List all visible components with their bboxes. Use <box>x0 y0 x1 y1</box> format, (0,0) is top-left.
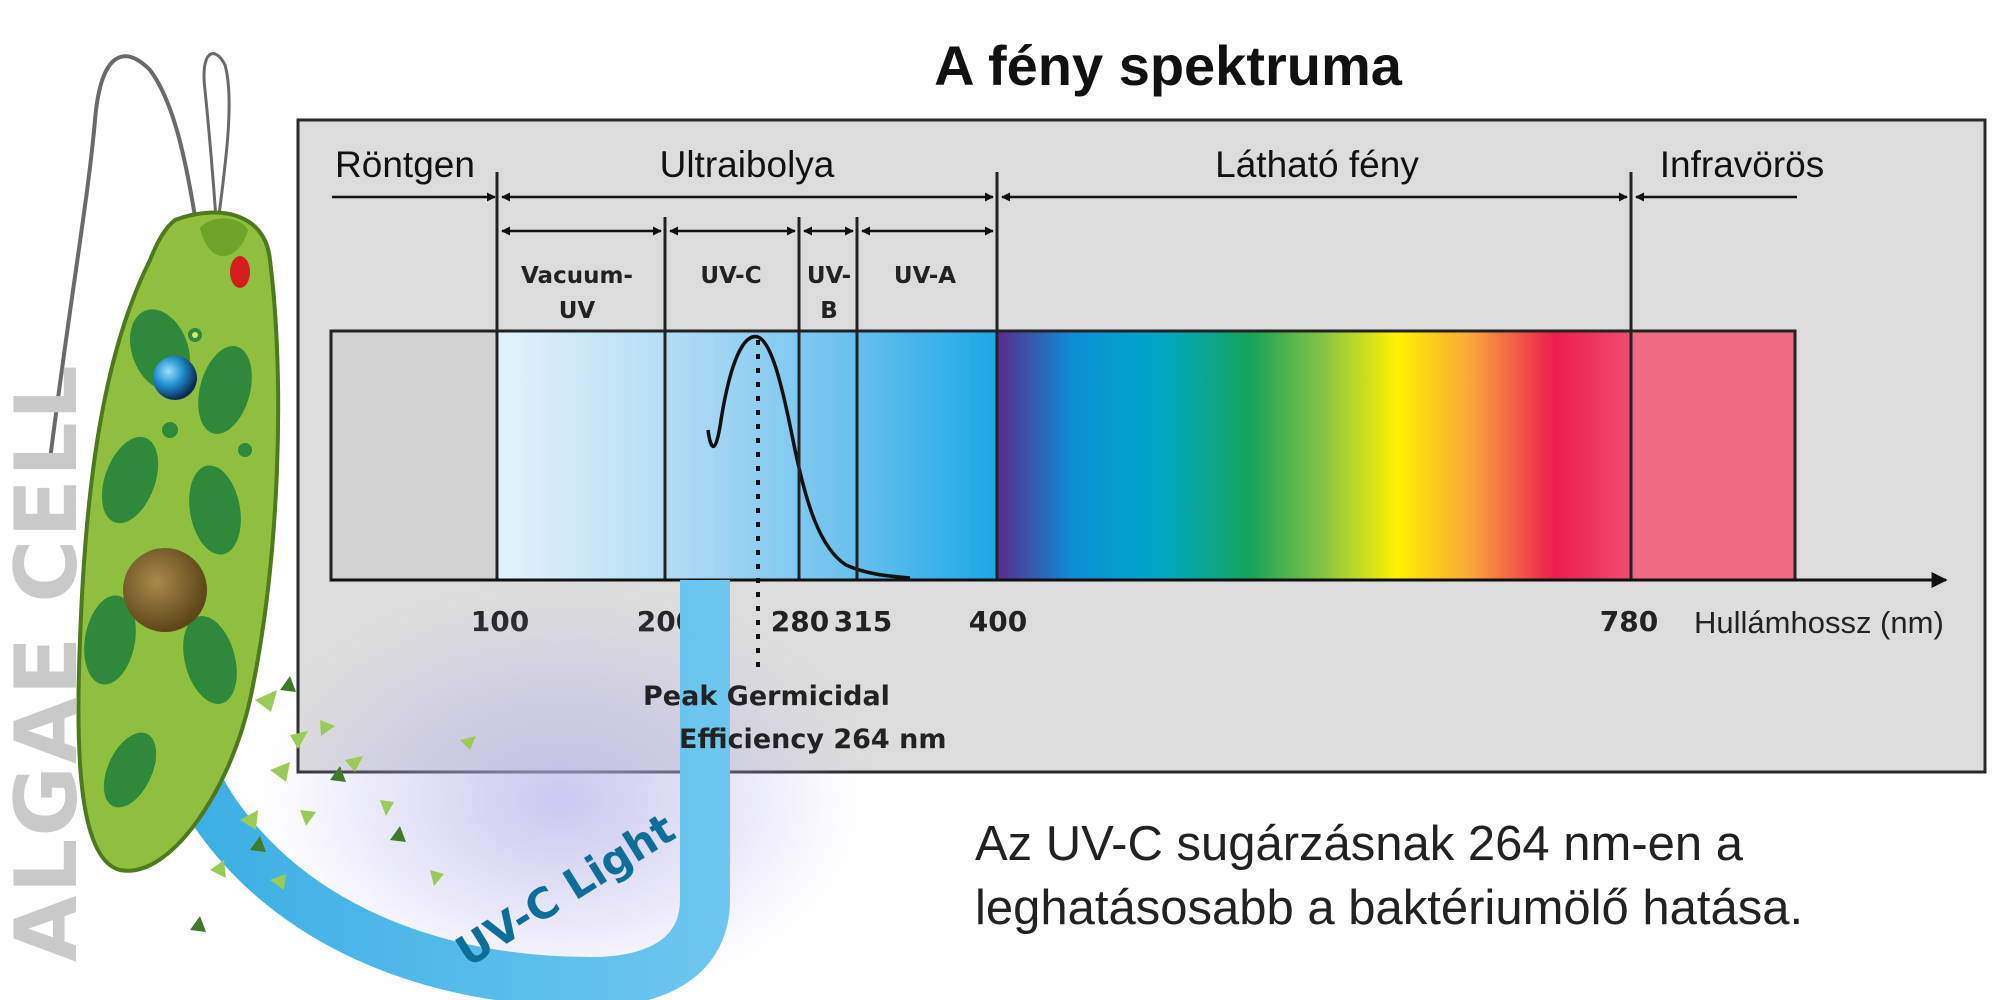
region-label-rontgen: Röntgen <box>335 144 475 185</box>
algae-cell-side-label: ALGAE CELL <box>0 363 97 962</box>
band-ultraviolet <box>497 331 997 580</box>
diagram-title: A fény spektruma <box>934 34 1403 97</box>
caption-line-2: leghatásosabb a baktériumölő hatása. <box>975 881 1804 935</box>
peak-label-line-1: Peak Germicidal <box>643 681 890 712</box>
caption: Az UV-C sugárzásnak 264 nm-en a leghatás… <box>975 812 1975 940</box>
peak-label-line-2: Efficiency 264 nm <box>679 724 946 755</box>
band-visible <box>997 331 1631 580</box>
axis-label: Hullámhossz (nm) <box>1694 605 1944 640</box>
tick-label-280: 280 <box>771 605 829 638</box>
germicidal-efficiency-curve <box>706 334 911 580</box>
region-label-infravoros: Infravörös <box>1660 144 1825 185</box>
tick-label-400: 400 <box>969 605 1027 638</box>
subband-label-vacuum-uv-2: UV <box>559 298 596 324</box>
subband-label-uv-b: UV- <box>807 263 851 289</box>
tick-label-315: 315 <box>834 605 892 638</box>
subband-label-uv-b-2: B <box>820 298 838 324</box>
wavelength-divider-lines <box>495 172 1633 580</box>
region-label-ultraibolya: Ultraibolya <box>660 144 835 185</box>
subband-label-vacuum-uv: Vacuum- <box>521 263 633 289</box>
subband-label-uv-a: UV-A <box>894 263 956 289</box>
tick-label-780: 780 <box>1600 605 1658 638</box>
caption-line-1: Az UV-C sugárzásnak 264 nm-en a <box>975 817 1744 871</box>
algae-cell-illustration <box>48 52 476 932</box>
subband-label-uv-c: UV-C <box>700 263 761 289</box>
region-label-lathato-feny: Látható fény <box>1215 144 1419 185</box>
band-xray <box>331 331 497 580</box>
spectrum-bar <box>329 329 1797 582</box>
band-infrared <box>1631 331 1795 580</box>
